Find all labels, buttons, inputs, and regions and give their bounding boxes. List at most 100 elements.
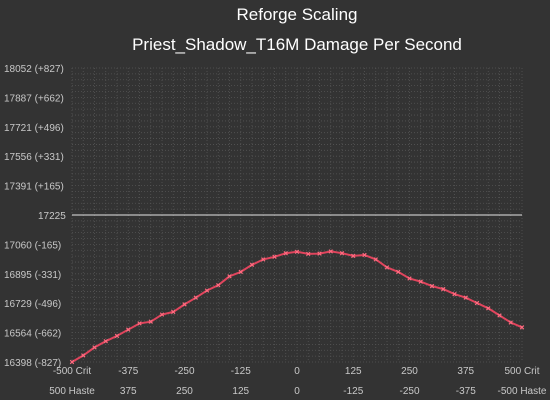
x-tick-label-crit: -500 Crit	[53, 366, 92, 377]
data-point	[418, 279, 423, 284]
data-point	[519, 325, 525, 330]
x-tick-label-crit: -125	[231, 366, 251, 377]
x-tick-label-crit: 500 Crit	[504, 366, 539, 377]
data-point	[452, 291, 457, 297]
data-point-marker	[328, 249, 333, 254]
data-point-marker	[497, 313, 502, 318]
x-tick-label-crit: -375	[118, 366, 138, 377]
data-point	[317, 251, 322, 256]
data-points	[69, 249, 525, 365]
data-point	[148, 319, 153, 324]
data-point-marker	[474, 300, 480, 306]
data-point	[103, 338, 108, 344]
data-point-marker	[351, 253, 356, 259]
data-point	[69, 359, 75, 365]
x-tick-label-haste: -375	[456, 386, 476, 397]
data-point-marker	[508, 320, 513, 325]
x-tick-label-crit: -250	[174, 366, 194, 377]
x-tick-label-crit: 125	[345, 366, 362, 377]
y-tick-label: 17721 (+496)	[4, 123, 64, 134]
data-point	[216, 282, 221, 288]
data-point	[373, 257, 378, 262]
data-point-marker	[261, 257, 266, 262]
y-tick-label: 17887 (+662)	[4, 93, 64, 104]
data-point	[261, 257, 266, 262]
data-point-marker	[92, 345, 97, 350]
data-point	[441, 286, 446, 292]
x-tick-label-crit: 0	[294, 366, 300, 377]
data-point-marker	[216, 282, 221, 288]
x-tick-label-crit: 250	[401, 366, 418, 377]
data-point-marker	[272, 254, 277, 259]
y-tick-label: 17060 (-165)	[4, 240, 61, 251]
data-point-marker	[249, 262, 255, 267]
data-point-marker	[429, 283, 435, 289]
data-point	[171, 309, 176, 315]
data-point-marker	[148, 319, 153, 324]
data-point	[92, 345, 97, 350]
data-point-marker	[452, 291, 457, 297]
data-point-marker	[103, 338, 108, 344]
data-point-marker	[171, 309, 176, 315]
data-point	[306, 251, 311, 257]
y-tick-label: 16564 (-662)	[4, 329, 61, 340]
data-point-marker	[114, 333, 120, 339]
data-point-marker	[182, 302, 187, 307]
data-point	[351, 253, 356, 259]
chart-title: Reforge Scaling	[237, 5, 358, 24]
x-tick-label-crit: 375	[457, 366, 474, 377]
x-tick-label-haste: 500 Haste	[49, 386, 95, 397]
y-tick-label: 16729 (-496)	[4, 299, 61, 310]
data-point-marker	[294, 249, 300, 255]
data-point	[429, 283, 435, 289]
data-point-marker	[486, 306, 491, 311]
data-point	[497, 313, 502, 318]
x-tick-label-haste: -500 Haste	[498, 386, 547, 397]
data-point-marker	[317, 251, 322, 256]
data-point	[159, 312, 165, 317]
data-point-marker	[362, 252, 367, 258]
data-point	[193, 295, 198, 300]
data-point	[463, 295, 468, 300]
data-point	[294, 249, 300, 255]
x-tick-label-haste: -250	[399, 386, 419, 397]
data-point-marker	[81, 353, 86, 358]
data-point	[384, 265, 390, 270]
data-point-marker	[227, 274, 232, 279]
data-point	[328, 249, 333, 254]
data-point	[249, 262, 255, 267]
data-point	[114, 333, 120, 339]
data-point	[137, 321, 142, 326]
data-point-marker	[159, 312, 165, 317]
y-tick-label: 17556 (+331)	[4, 152, 64, 163]
data-point-marker	[204, 288, 210, 293]
data-point-marker	[306, 251, 311, 257]
x-tick-label-haste: -125	[343, 386, 363, 397]
data-point-marker	[463, 295, 468, 300]
y-tick-label: 16895 (-331)	[4, 270, 61, 281]
data-point-marker	[519, 325, 525, 330]
data-point	[362, 252, 367, 258]
data-point-marker	[238, 269, 243, 275]
x-tick-label-haste: 0	[294, 386, 300, 397]
data-point-marker	[373, 257, 378, 262]
data-point-marker	[126, 327, 131, 332]
data-point-marker	[441, 286, 446, 292]
x-tick-label-haste: 250	[176, 386, 193, 397]
data-point	[227, 274, 232, 279]
data-point	[407, 276, 412, 281]
x-tick-label-haste: 125	[232, 386, 249, 397]
x-axis-tick-labels: -500 Crit 500 Haste -375 375 -250 250 -125 125 0…	[49, 366, 547, 397]
data-point	[204, 288, 210, 293]
y-tick-label: 17225	[38, 211, 66, 222]
data-point	[81, 353, 86, 358]
data-point-marker	[193, 295, 198, 300]
x-tick-label-haste: 375	[120, 386, 137, 397]
data-point	[508, 320, 513, 325]
data-point-marker	[418, 279, 423, 284]
data-point	[396, 269, 401, 275]
data-point	[238, 269, 243, 275]
data-point-marker	[396, 269, 401, 275]
